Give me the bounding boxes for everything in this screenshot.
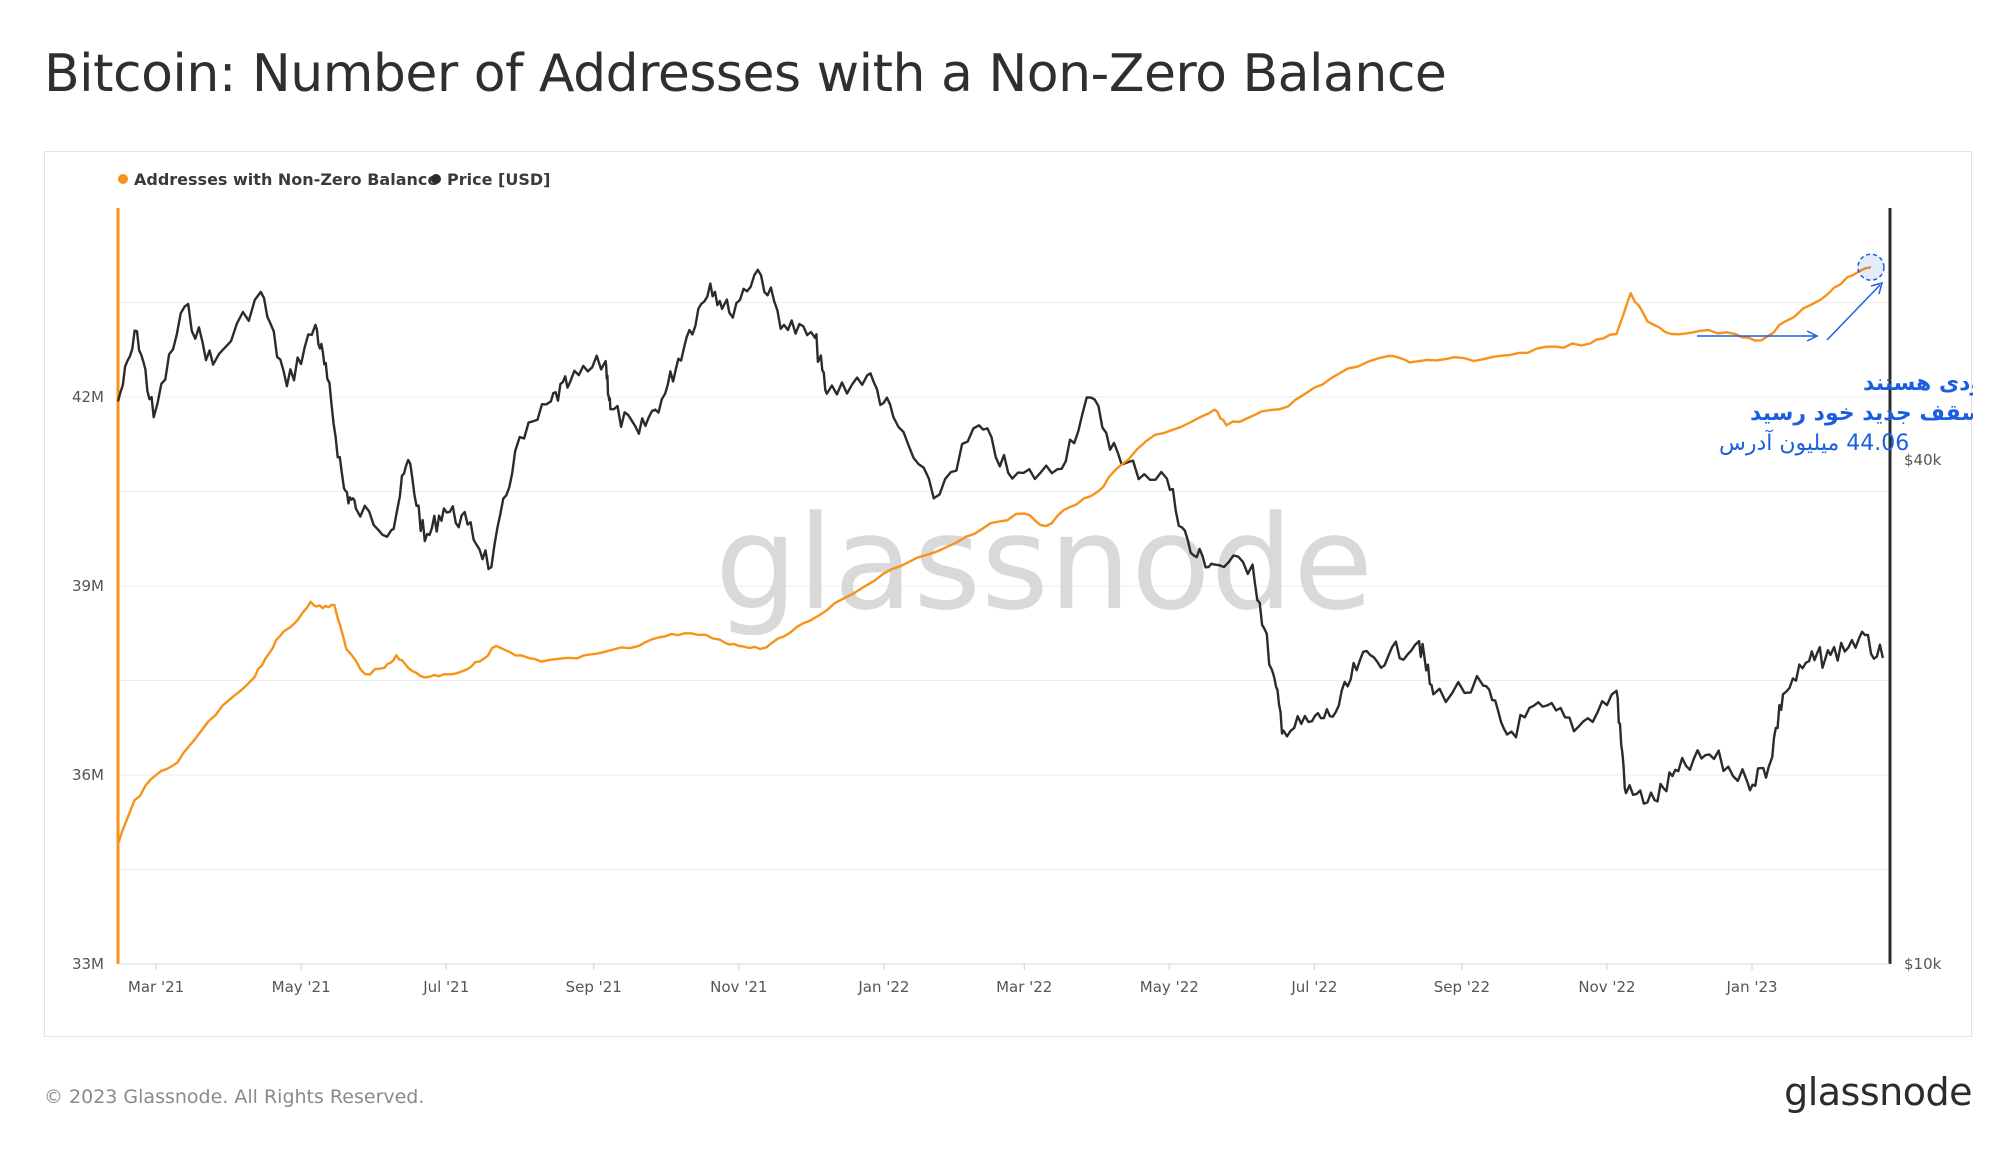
addresses-series-line [116,266,1872,845]
price-series-line [116,268,1885,805]
x-tick-label: Jul '22 [1290,978,1337,996]
x-tick-label: May '22 [1140,978,1199,996]
annotation: تعداد آدرس‌هایی که دارای حداقل موجودی هس… [1697,253,1973,456]
x-tick-label: Sep '21 [566,978,622,996]
x-tick-label: Mar '22 [996,978,1052,996]
chart-frame: glassnode 33M 36M 39M 42M $10k $40k Mar '21 May… [44,151,1973,1037]
breakout-arrow-head [1870,281,1884,295]
y-left-tick-label: 39M [72,577,104,595]
x-tick-label: May '21 [272,978,331,996]
x-tick-label: Nov '21 [710,978,767,996]
y-left-tick-label: 36M [72,766,104,784]
legend-label: Price [USD] [447,170,550,189]
chart-svg: glassnode 33M 36M 39M 42M $10k $40k Mar '21 May… [72,170,1973,996]
x-tick-label: Jan '22 [857,978,909,996]
legend-label: Addresses with Non-Zero Balance [134,170,438,189]
legend-dot [118,174,128,184]
footer-logo[interactable]: glassnode [1784,1070,1972,1114]
annotation-line-1: تعداد آدرس‌هایی که دارای حداقل موجودی هس… [1863,368,1973,396]
legend[interactable]: Addresses with Non-Zero Balance Price [US… [118,170,550,189]
series-lines [116,266,1885,845]
y-right-tick-label: $40k [1904,451,1942,469]
x-tick-label: Mar '21 [128,978,184,996]
x-tick-label: Nov '22 [1578,978,1635,996]
page-title: Bitcoin: Number of Addresses with a Non-… [44,44,1447,104]
y-left-tick-label: 42M [72,388,104,406]
x-tick-label: Sep '22 [1434,978,1490,996]
x-tick-label: Jul '21 [422,978,469,996]
watermark: glassnode [715,487,1373,639]
y-left-tick-label: 33M [72,955,104,973]
x-tick-label: Jan '23 [1725,978,1777,996]
legend-item-addresses[interactable]: Addresses with Non-Zero Balance [118,170,438,189]
support-arrow-head [1806,330,1819,342]
y-right-tick-label: $10k [1904,955,1942,973]
legend-item-price[interactable]: Price [USD] [431,170,550,189]
breakout-arrow-line [1826,284,1881,341]
legend-dot [431,174,441,184]
axes: 33M 36M 39M 42M $10k $40k Mar '21 May '21 Jul '2… [72,208,1942,996]
annotation-line-3: 44.06 میلیون آدرس [1719,429,1909,456]
ath-marker [1857,253,1885,281]
annotation-line-2: به سقف جدید خود رسید [1750,401,1973,426]
footer-copyright: © 2023 Glassnode. All Rights Reserved. [44,1086,425,1108]
